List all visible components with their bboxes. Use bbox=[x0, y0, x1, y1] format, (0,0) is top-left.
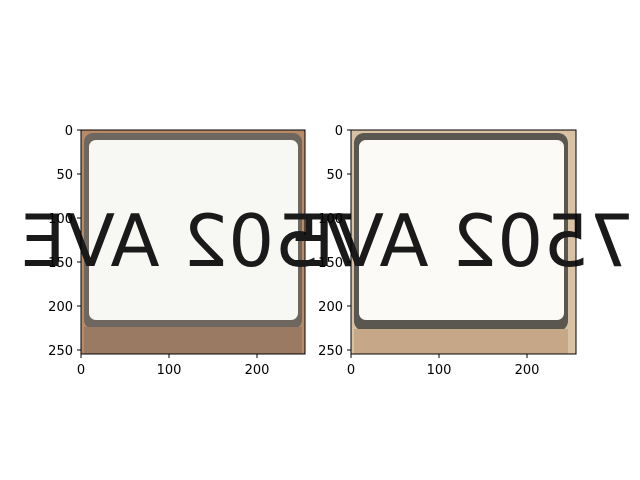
left-plate-surface bbox=[89, 140, 298, 320]
left-y-tick-label: 200 bbox=[48, 300, 73, 315]
right-x-tick-label: 200 bbox=[515, 363, 540, 378]
right-y-tick-label: 0 bbox=[335, 124, 343, 139]
right-y-tick-label: 200 bbox=[318, 300, 343, 315]
left-x-tick-label: 200 bbox=[245, 363, 270, 378]
left-x-tick-label: 0 bbox=[77, 363, 85, 378]
right-y-tick-label: 150 bbox=[318, 256, 343, 271]
left-y-tick-label: 0 bbox=[65, 124, 73, 139]
right-plate-mirrored-text-group: 7502 AVE bbox=[289, 199, 635, 283]
left-plate-shadow bbox=[84, 327, 302, 354]
left-y-axis: 0 50 100 150 200 250 bbox=[48, 124, 81, 359]
left-plate-mirrored-text-group: 7502 AVE bbox=[20, 199, 366, 283]
left-plate-text: 7502 AVE bbox=[20, 199, 366, 283]
right-x-tick-label: 0 bbox=[347, 363, 355, 378]
right-plate-text: 7502 AVE bbox=[289, 199, 635, 283]
right-y-tick-label: 100 bbox=[318, 212, 343, 227]
left-y-tick-label: 250 bbox=[48, 344, 73, 359]
right-axes-frame bbox=[350, 129, 577, 355]
right-x-tick-label: 100 bbox=[427, 363, 452, 378]
left-x-axis: 0 100 200 bbox=[77, 354, 270, 378]
right-plate-shadow bbox=[354, 329, 568, 354]
left-x-tick-label: 100 bbox=[157, 363, 182, 378]
right-panel: 7502 AVE 0 50 100 150 200 250 0 100 200 bbox=[289, 124, 635, 378]
right-y-tick-label: 250 bbox=[318, 344, 343, 359]
right-plate-surface bbox=[359, 140, 564, 320]
left-y-tick-label: 100 bbox=[48, 212, 73, 227]
left-panel: 7502 AVE 0 50 100 150 200 250 0 100 200 bbox=[20, 124, 366, 378]
left-y-tick-label: 50 bbox=[56, 168, 73, 183]
right-x-axis: 0 100 200 bbox=[347, 354, 540, 378]
right-y-axis: 0 50 100 150 200 250 bbox=[318, 124, 351, 359]
left-y-tick-label: 150 bbox=[48, 256, 73, 271]
right-y-tick-label: 50 bbox=[326, 168, 343, 183]
left-axes-frame bbox=[80, 129, 306, 355]
